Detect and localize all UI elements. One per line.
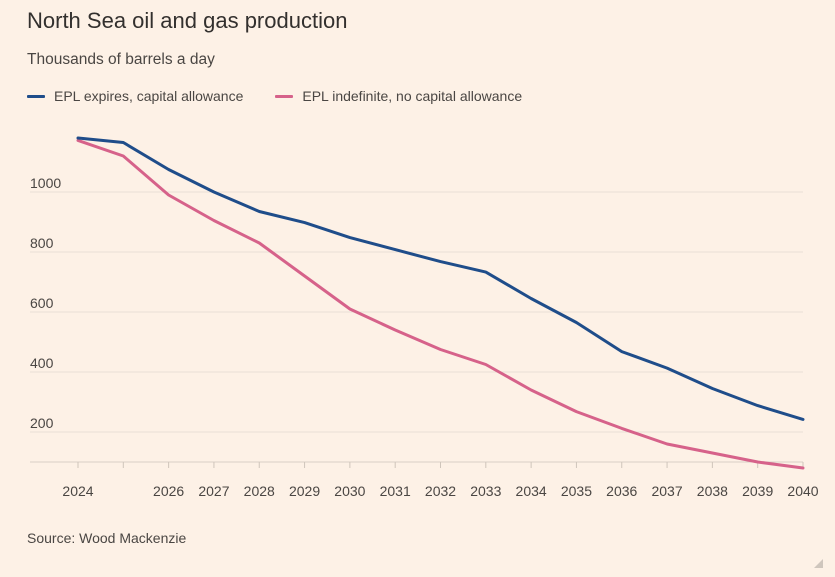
legend-item-epl-indefinite: EPL indefinite, no capital allowance bbox=[275, 88, 522, 104]
x-tick-label-2032: 2032 bbox=[425, 483, 456, 499]
y-tick-label-400: 400 bbox=[30, 355, 54, 371]
resize-corner-icon bbox=[814, 559, 823, 568]
y-tick-label-200: 200 bbox=[30, 415, 54, 431]
x-tick-label-2036: 2036 bbox=[606, 483, 637, 499]
chart-source: Source: Wood Mackenzie bbox=[27, 530, 187, 546]
y-tick-label-800: 800 bbox=[30, 235, 54, 251]
x-tick-label-2033: 2033 bbox=[470, 483, 501, 499]
x-tick-label-2038: 2038 bbox=[697, 483, 728, 499]
x-tick-label-2030: 2030 bbox=[334, 483, 365, 499]
legend-swatch-pink bbox=[275, 94, 294, 98]
x-tick-label-2031: 2031 bbox=[380, 483, 411, 499]
chart-legend: EPL expires, capital allowance EPL indef… bbox=[27, 88, 554, 104]
series-line-epl-indefinite bbox=[76, 138, 805, 470]
gridlines bbox=[30, 191, 803, 463]
legend-label-epl-expires: EPL expires, capital allowance bbox=[54, 88, 244, 104]
x-tick-label-2024: 2024 bbox=[62, 483, 93, 499]
series-lines bbox=[76, 136, 805, 470]
chart-subtitle: Thousands of barrels a day bbox=[27, 51, 215, 68]
x-axis-tick-labels: 2024 2026 2027 2028 2029 2030 2031 2032 2033 2034… bbox=[62, 462, 819, 499]
x-tick-label-2039: 2039 bbox=[742, 483, 773, 499]
series-line-epl-expires bbox=[76, 136, 805, 421]
x-tick-label-2037: 2037 bbox=[651, 483, 682, 499]
x-tick-label-2040: 2040 bbox=[787, 483, 818, 499]
legend-item-epl-expires: EPL expires, capital allowance bbox=[27, 88, 243, 104]
y-tick-label-600: 600 bbox=[30, 295, 54, 311]
x-tick-label-2028: 2028 bbox=[244, 483, 275, 499]
x-tick-label-2029: 2029 bbox=[289, 483, 320, 499]
chart-title: North Sea oil and gas production bbox=[27, 8, 348, 33]
x-tick-label-2026: 2026 bbox=[153, 483, 184, 499]
x-tick-label-2027: 2027 bbox=[198, 483, 229, 499]
y-tick-label-1000: 1000 bbox=[30, 175, 61, 191]
y-axis-tick-labels: 200 400 600 800 1000 bbox=[30, 175, 61, 431]
legend-label-epl-indefinite: EPL indefinite, no capital allowance bbox=[302, 88, 523, 104]
x-tick-label-2034: 2034 bbox=[516, 483, 547, 499]
x-tick-label-2035: 2035 bbox=[561, 483, 592, 499]
legend-swatch-blue bbox=[27, 94, 45, 98]
